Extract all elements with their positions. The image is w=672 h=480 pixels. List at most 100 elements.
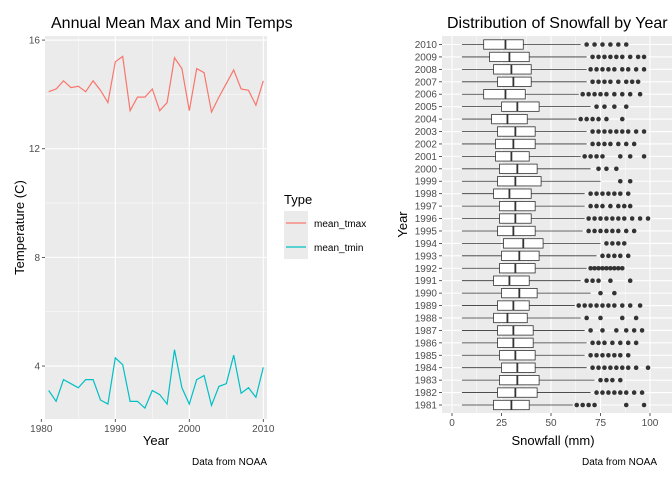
outlier-point (618, 191, 623, 196)
outlier-point (645, 365, 651, 371)
outlier-point (612, 352, 617, 358)
y-tick-label: 4 (34, 362, 40, 373)
box-iqr (493, 312, 528, 324)
outlier-point (645, 216, 651, 221)
outlier-point (612, 265, 617, 271)
year-tick-label: 1987 (415, 326, 438, 337)
x-tick-label: 2010 (252, 424, 275, 435)
box-iqr (497, 225, 536, 237)
outlier-point (610, 241, 615, 246)
outlier-point (596, 141, 601, 147)
outlier-point (612, 67, 617, 72)
outlier-point (610, 216, 615, 221)
outlier-point (618, 178, 623, 184)
boxplot-1993 (461, 250, 631, 261)
outlier-point (592, 216, 597, 221)
outlier-point (602, 129, 607, 134)
box-iqr (499, 350, 536, 361)
outlier-point (588, 303, 593, 308)
outlier-point (588, 203, 593, 209)
year-tick-label: 2007 (415, 77, 438, 88)
outlier-point (627, 303, 633, 308)
outlier-point (596, 278, 601, 283)
box-iqr (501, 101, 540, 112)
x-tick-label: 50 (545, 418, 557, 429)
snowfall-tick-labels: 0 25 50 75 100201020092008200720062005200420… (415, 40, 659, 429)
outlier-point (627, 54, 633, 60)
outlier-point (616, 228, 621, 234)
boxplot-1984 (461, 362, 651, 373)
outlier-point (604, 91, 609, 97)
outlier-point (627, 203, 633, 209)
outlier-point (631, 328, 637, 333)
outlier-point (604, 265, 609, 271)
outlier-point (641, 129, 647, 134)
outlier-point (641, 54, 647, 60)
box-iqr (497, 126, 536, 137)
outlier-point (600, 67, 605, 72)
outlier-point (629, 79, 635, 85)
year-tick-label: 1982 (415, 388, 438, 399)
boxplot-2000 (461, 163, 619, 174)
outlier-point (576, 303, 582, 308)
boxplot-2010 (461, 39, 629, 50)
outlier-point (586, 228, 591, 234)
outlier-point (582, 303, 587, 308)
outlier-point (612, 290, 617, 296)
outlier-point (590, 365, 595, 371)
year-tick-label: 1991 (415, 276, 438, 287)
year-tick-label: 1999 (415, 177, 438, 188)
year-tick-label: 1995 (415, 226, 438, 237)
outlier-point (600, 42, 605, 47)
outlier-point (619, 116, 625, 122)
outlier-point (621, 203, 627, 209)
box-iqr (491, 113, 528, 125)
outlier-point (623, 228, 629, 234)
outlier-point (580, 91, 585, 97)
outlier-point (584, 315, 589, 321)
outlier-point (596, 129, 601, 134)
outlier-point (619, 315, 625, 321)
outlier-point (598, 290, 603, 296)
outlier-point (604, 241, 609, 246)
outlier-point (590, 129, 595, 134)
outlier-point (592, 42, 597, 47)
outlier-point (616, 241, 621, 246)
temperature-chart-title: Annual Mean Max and Min Temps (51, 15, 293, 32)
temperature-gridlines (40, 36, 267, 419)
outlier-point (604, 166, 609, 172)
outlier-point (625, 129, 631, 134)
outlier-point (598, 216, 603, 221)
outlier-point (580, 402, 585, 408)
year-tick-label: 1986 (415, 338, 438, 349)
boxplot-1989 (461, 300, 643, 311)
outlier-point (590, 278, 595, 283)
outlier-point (633, 129, 639, 134)
boxplot-2006 (461, 89, 643, 100)
year-tick-label: 1994 (415, 239, 438, 250)
outlier-point (635, 54, 641, 60)
outlier-point (598, 377, 603, 383)
outlier-point (598, 315, 603, 321)
series-line-mean_tmin (48, 349, 264, 410)
boxplot-1999 (461, 176, 633, 187)
box-iqr (501, 250, 540, 261)
outlier-point (588, 328, 593, 333)
outlier-point (633, 67, 639, 72)
outlier-point (618, 253, 623, 259)
outlier-point (606, 253, 611, 259)
y-tick-label: 16 (29, 36, 41, 47)
outlier-point (619, 129, 625, 134)
outlier-point (618, 154, 623, 159)
temperature-legend: Type mean_tmax mean_tmin (284, 192, 366, 259)
boxplot-2001 (461, 151, 647, 162)
x-tick-label: 25 (496, 418, 508, 429)
outlier-point (600, 203, 605, 209)
year-tick-label: 2000 (415, 164, 438, 175)
year-tick-label: 1984 (415, 363, 438, 374)
outlier-point (616, 42, 621, 47)
x-tick-label: 100 (642, 418, 659, 429)
outlier-point (594, 203, 599, 209)
outlier-point (586, 91, 591, 97)
outlier-point (623, 141, 629, 147)
